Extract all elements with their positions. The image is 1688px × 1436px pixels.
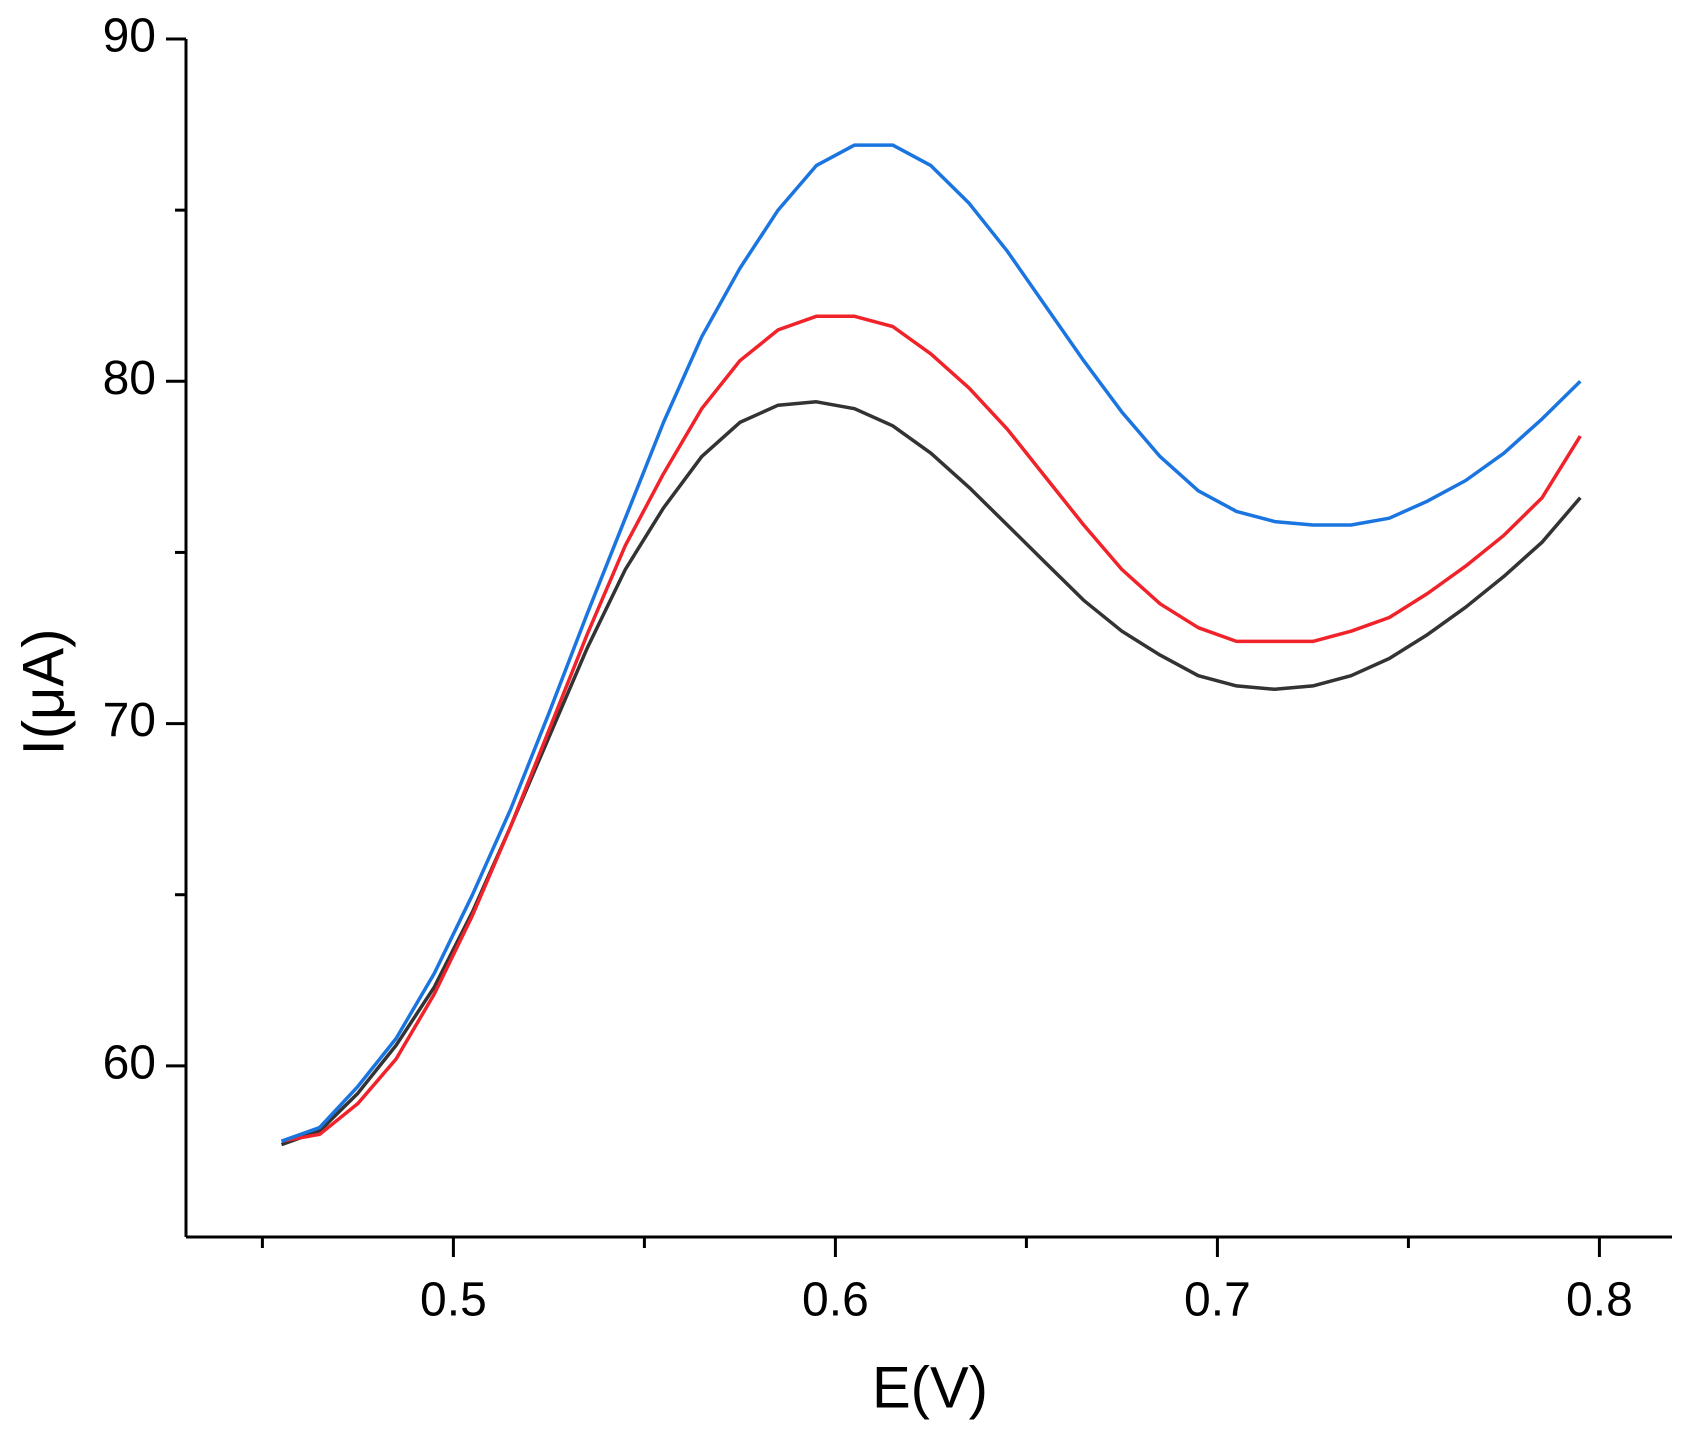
x-tick-label: 0.8 <box>1566 1274 1633 1327</box>
x-tick-label: 0.7 <box>1184 1274 1251 1327</box>
y-tick-label: 90 <box>103 10 156 63</box>
y-tick-label: 60 <box>103 1037 156 1090</box>
series-line <box>280 143 1582 1143</box>
x-tick-label: 0.6 <box>802 1274 869 1327</box>
y-axis-label: I(μA) <box>11 629 76 756</box>
y-tick-label: 80 <box>103 352 156 405</box>
x-tick-label: 0.5 <box>420 1274 487 1327</box>
y-tick-label: 70 <box>103 694 156 747</box>
series-line <box>281 314 1582 1143</box>
x-axis-label: E(V) <box>872 1355 988 1420</box>
series-line <box>280 400 1582 1147</box>
